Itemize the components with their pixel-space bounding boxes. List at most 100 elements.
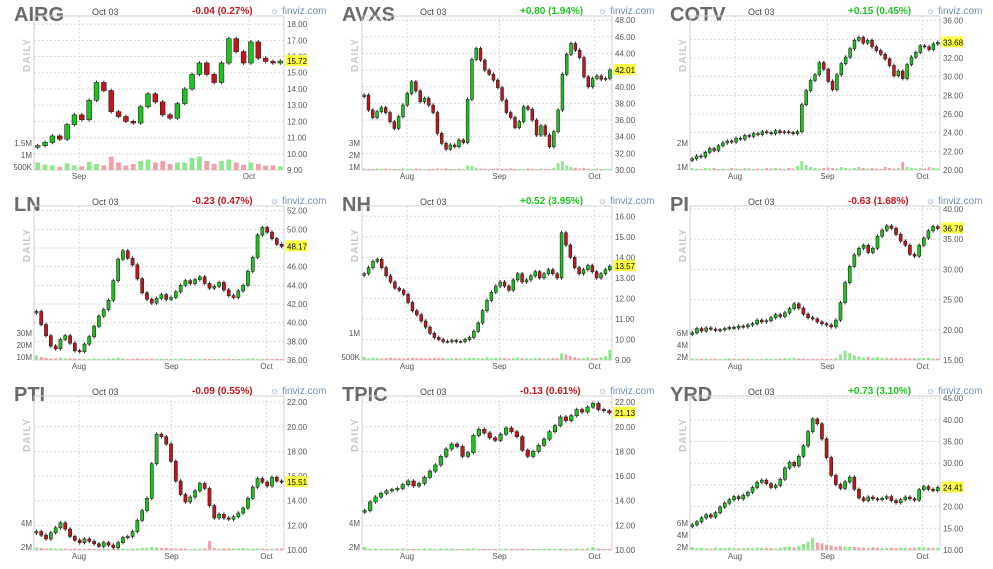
finviz-brand-link[interactable]: ☼ finviz.com xyxy=(926,6,983,17)
candle-body xyxy=(918,45,922,53)
candle-body xyxy=(564,232,568,246)
volume-bar xyxy=(275,359,279,360)
volume-bar xyxy=(476,358,480,360)
volume-bar xyxy=(487,549,492,550)
candle-body xyxy=(57,135,63,140)
finviz-brand-link[interactable]: ☼ finviz.com xyxy=(270,6,327,17)
volume-bar xyxy=(551,358,555,360)
candle-body xyxy=(265,227,270,233)
candle-body xyxy=(226,517,231,520)
x-tick-label: Aug xyxy=(400,552,414,561)
y-tick-label: 11.00 xyxy=(615,315,635,324)
volume-bar xyxy=(94,164,99,170)
finviz-brand-link[interactable]: ☼ finviz.com xyxy=(926,196,983,207)
volume-bar xyxy=(489,358,493,360)
ticker-symbol[interactable]: TPIC xyxy=(342,384,388,406)
volume-bar xyxy=(806,541,810,550)
volume-bar xyxy=(839,167,843,170)
candle-body xyxy=(476,428,481,436)
finviz-brand-link[interactable]: ☼ finviz.com xyxy=(598,386,655,397)
finviz-brand-link[interactable]: ☼ finviz.com xyxy=(270,196,327,207)
ticker-symbol[interactable]: AIRG xyxy=(14,4,64,26)
volume-bar xyxy=(477,549,481,550)
candle-body xyxy=(384,107,388,113)
volume-bar xyxy=(270,165,276,170)
chart-panel-pi[interactable]: PI Oct 03 -0.63 (1.68%) ☼ finviz.com DAI… xyxy=(664,192,988,378)
candle-body xyxy=(437,337,441,340)
last-price-tag xyxy=(285,476,307,488)
volume-label: 2M xyxy=(349,543,360,552)
candle-body xyxy=(169,297,173,300)
volume-bar xyxy=(255,548,260,550)
candle-body xyxy=(815,318,820,323)
candle-body xyxy=(39,531,44,536)
finviz-brand-link[interactable]: ☼ finviz.com xyxy=(270,386,327,397)
volume-bar xyxy=(778,547,782,550)
finviz-brand-link[interactable]: ☼ finviz.com xyxy=(598,6,655,17)
x-tick-label: Sep xyxy=(820,172,835,181)
volume-bar xyxy=(734,168,738,170)
volume-label: 4M xyxy=(21,519,32,528)
y-tick-label: 38.00 xyxy=(287,337,308,346)
finviz-brand-link[interactable]: ☼ finviz.com xyxy=(598,196,655,207)
volume-bar xyxy=(126,358,130,360)
candle-body xyxy=(231,516,236,520)
volume-bar xyxy=(603,356,607,360)
candle-body xyxy=(480,310,485,324)
ticker-symbol[interactable]: PI xyxy=(670,194,689,216)
ticker-symbol[interactable]: AVXS xyxy=(342,4,395,26)
chart-panel-tpic[interactable]: TPIC Oct 03 -0.13 (0.61%) ☼ finviz.com D… xyxy=(336,382,660,568)
volume-bar xyxy=(87,358,91,360)
volume-bar xyxy=(260,548,264,550)
volume-bar xyxy=(525,358,528,360)
chart-panel-airg[interactable]: AIRG Oct 03 -0.04 (0.27%) ☼ finviz.com D… xyxy=(8,2,332,188)
last-price-tag xyxy=(613,260,635,272)
volume-bar xyxy=(811,358,815,360)
volume-bar xyxy=(135,358,139,360)
finviz-brand-link[interactable]: ☼ finviz.com xyxy=(926,386,983,397)
volume-bar xyxy=(432,357,436,360)
x-tick-label: Aug xyxy=(72,552,86,561)
volume-bar xyxy=(222,548,226,550)
candle-body xyxy=(778,314,783,317)
volume-bar xyxy=(453,169,457,170)
candle-body xyxy=(167,114,173,119)
chart-panel-avxs[interactable]: AVXS Oct 03 +0.80 (1.94%) ☼ finviz.com D… xyxy=(336,2,660,188)
candle-body xyxy=(137,106,144,124)
volume-bar xyxy=(504,168,508,170)
chart-panel-pti[interactable]: PTI Oct 03 -0.09 (0.55%) ☼ finviz.com DA… xyxy=(8,382,332,568)
volume-bar xyxy=(926,547,930,550)
candle-body xyxy=(401,104,405,118)
candle-body xyxy=(555,273,559,279)
volume-bar xyxy=(880,548,884,550)
x-tick-label: Sep xyxy=(164,552,179,561)
volume-bar xyxy=(72,165,77,170)
candle-body xyxy=(865,39,870,44)
volume-bar xyxy=(829,358,833,360)
last-price-label: 13.57 xyxy=(615,262,636,271)
candle-body xyxy=(813,74,817,81)
candle-body xyxy=(521,106,526,123)
candle-body xyxy=(889,225,894,229)
volume-label: 1.5M xyxy=(14,139,32,148)
volume-bar xyxy=(384,549,389,550)
volume-bar xyxy=(492,168,495,170)
volume-bar xyxy=(565,165,569,170)
candle-body xyxy=(250,257,255,272)
candlestick-chart: 16.00 15.00 14.00 13.00 12.00 11.00 10.00 9.00 A… xyxy=(341,205,636,371)
volume-bar xyxy=(788,358,792,360)
ticker-symbol[interactable]: PTI xyxy=(14,384,46,406)
volume-bar xyxy=(862,357,866,360)
chart-panel-nh[interactable]: NH Oct 03 +0.52 (3.95%) ☼ finviz.com DAI… xyxy=(336,192,660,378)
candle-body xyxy=(546,269,551,275)
ticker-symbol[interactable]: YRD xyxy=(670,384,713,406)
volume-bar xyxy=(804,165,808,170)
chart-panel-ln[interactable]: LN Oct 03 -0.23 (0.47%) ☼ finviz.com DAI… xyxy=(8,192,332,378)
ticker-symbol[interactable]: NH xyxy=(342,194,371,216)
chart-panel-cotv[interactable]: COTV Oct 03 +0.15 (0.45%) ☼ finviz.com D… xyxy=(664,2,988,188)
volume-bar xyxy=(79,166,85,170)
volume-bar xyxy=(526,168,530,170)
candle-body xyxy=(590,78,595,88)
candle-body xyxy=(422,477,427,484)
chart-panel-yrd[interactable]: YRD Oct 03 +0.73 (3.10%) ☼ finviz.com DA… xyxy=(664,382,988,568)
